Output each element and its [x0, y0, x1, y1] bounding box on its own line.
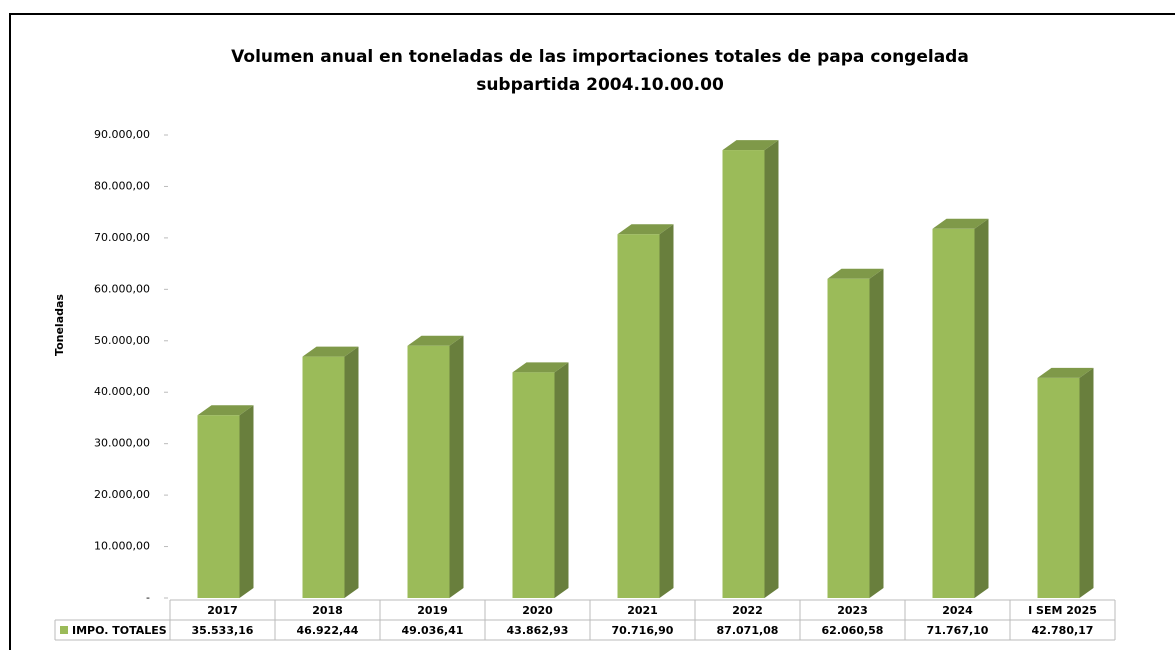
- bar-side: [449, 335, 464, 598]
- bar: [827, 268, 884, 598]
- data-label: 71.767,10: [927, 624, 989, 637]
- chart-title: Volumen anual en toneladas de las import…: [231, 47, 969, 67]
- bar-top: [1037, 367, 1094, 378]
- bar-front: [302, 356, 345, 598]
- y-tick-label: 90.000,00: [94, 128, 150, 141]
- bar-side: [869, 268, 884, 598]
- y-tick-label: 60.000,00: [94, 282, 150, 295]
- data-label: 62.060,58: [822, 624, 884, 637]
- bar: [1037, 367, 1094, 598]
- bar: [722, 140, 779, 598]
- bar-top: [722, 140, 779, 151]
- bar: [512, 362, 569, 598]
- x-tick-label: 2021: [627, 604, 658, 617]
- y-tick-label: 40.000,00: [94, 385, 150, 398]
- data-label: 43.862,93: [507, 624, 569, 637]
- bar: [302, 346, 359, 598]
- x-tick-label: 2020: [522, 604, 553, 617]
- bar-top: [827, 268, 884, 279]
- y-tick-label: 80.000,00: [94, 179, 150, 192]
- chart-border: [9, 13, 1175, 650]
- x-tick-label: 2023: [837, 604, 868, 617]
- y-axis-label: Toneladas: [53, 294, 66, 356]
- bar-top: [617, 224, 674, 235]
- y-tick-label: 20.000,00: [94, 488, 150, 501]
- bar-front: [512, 372, 555, 598]
- bar-side: [239, 405, 254, 598]
- bar-top: [302, 346, 359, 357]
- y-tick-label: 70.000,00: [94, 231, 150, 244]
- data-label: 70.716,90: [612, 624, 674, 637]
- bar-top: [407, 335, 464, 346]
- bar-front: [932, 228, 975, 598]
- data-label: 49.036,41: [402, 624, 464, 637]
- data-label: 87.071,08: [717, 624, 779, 637]
- data-label: 35.533,16: [192, 624, 254, 637]
- bar-front: [407, 345, 450, 598]
- y-tick-label: 10.000,00: [94, 540, 150, 553]
- bar: [197, 405, 254, 598]
- x-tick-label: 2024: [942, 604, 973, 617]
- bar-front: [1037, 377, 1080, 598]
- x-tick-label: 2017: [207, 604, 238, 617]
- bar-side: [764, 140, 779, 598]
- bar-front: [197, 415, 240, 598]
- bar-side: [554, 362, 569, 598]
- bar-side: [344, 346, 359, 598]
- bar-front: [722, 150, 765, 598]
- data-label: 46.922,44: [297, 624, 359, 637]
- x-tick-label: 2022: [732, 604, 763, 617]
- bar: [407, 335, 464, 598]
- x-tick-label: 2018: [312, 604, 343, 617]
- bar: [932, 218, 989, 598]
- y-tick-label: 50.000,00: [94, 334, 150, 347]
- x-tick-label: 2019: [417, 604, 448, 617]
- bar-front: [827, 278, 870, 598]
- data-label: 42.780,17: [1032, 624, 1094, 637]
- bar-side: [659, 224, 674, 598]
- bar-top: [197, 405, 254, 416]
- y-tick-label: 30.000,00: [94, 437, 150, 450]
- chart-title: subpartida 2004.10.00.00: [476, 75, 724, 95]
- bar-front: [617, 234, 660, 598]
- bar: [617, 224, 674, 598]
- bar-side: [974, 218, 989, 598]
- bar-top: [932, 218, 989, 229]
- legend-label: IMPO. TOTALES: [72, 624, 167, 637]
- legend-key: [60, 626, 68, 634]
- bar-top: [512, 362, 569, 373]
- bar-side: [1079, 367, 1094, 598]
- y-tick-label: -: [146, 591, 150, 604]
- x-tick-label: I SEM 2025: [1028, 604, 1097, 617]
